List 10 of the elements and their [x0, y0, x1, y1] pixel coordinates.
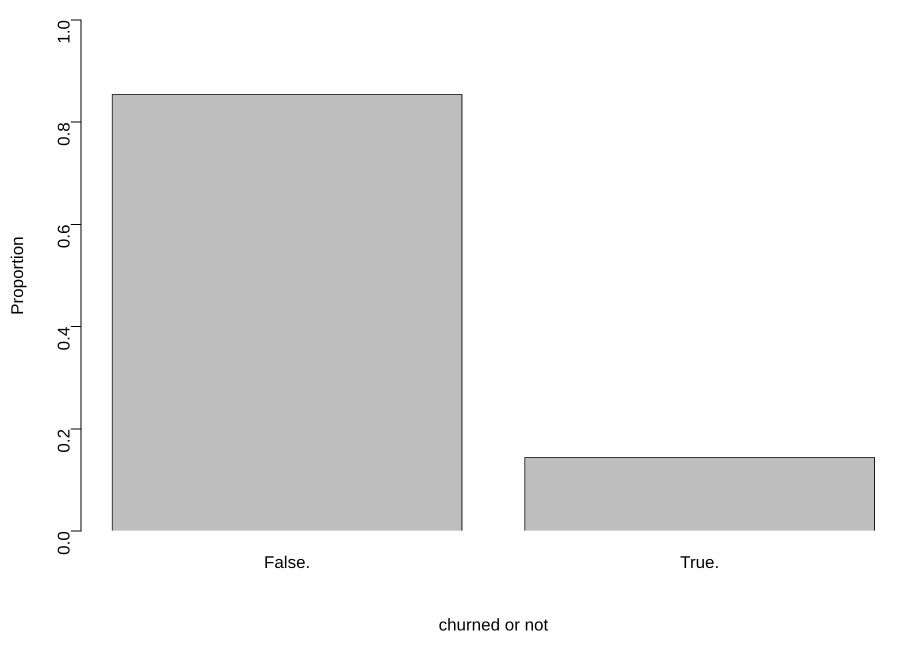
y-tick-label: 0.2 — [54, 428, 74, 453]
x-tick-label: False. — [264, 553, 310, 572]
x-tick-label: True. — [680, 553, 720, 572]
y-tick-label: 1.0 — [54, 20, 74, 44]
y-axis-title: Proportion — [8, 236, 27, 315]
y-tick-label: 0.8 — [54, 122, 74, 146]
x-axis-title: churned or not — [438, 615, 548, 634]
y-tick-label: 0.0 — [54, 531, 74, 555]
y-tick-label: 0.4 — [54, 326, 74, 350]
y-tick-label: 0.6 — [54, 224, 74, 248]
